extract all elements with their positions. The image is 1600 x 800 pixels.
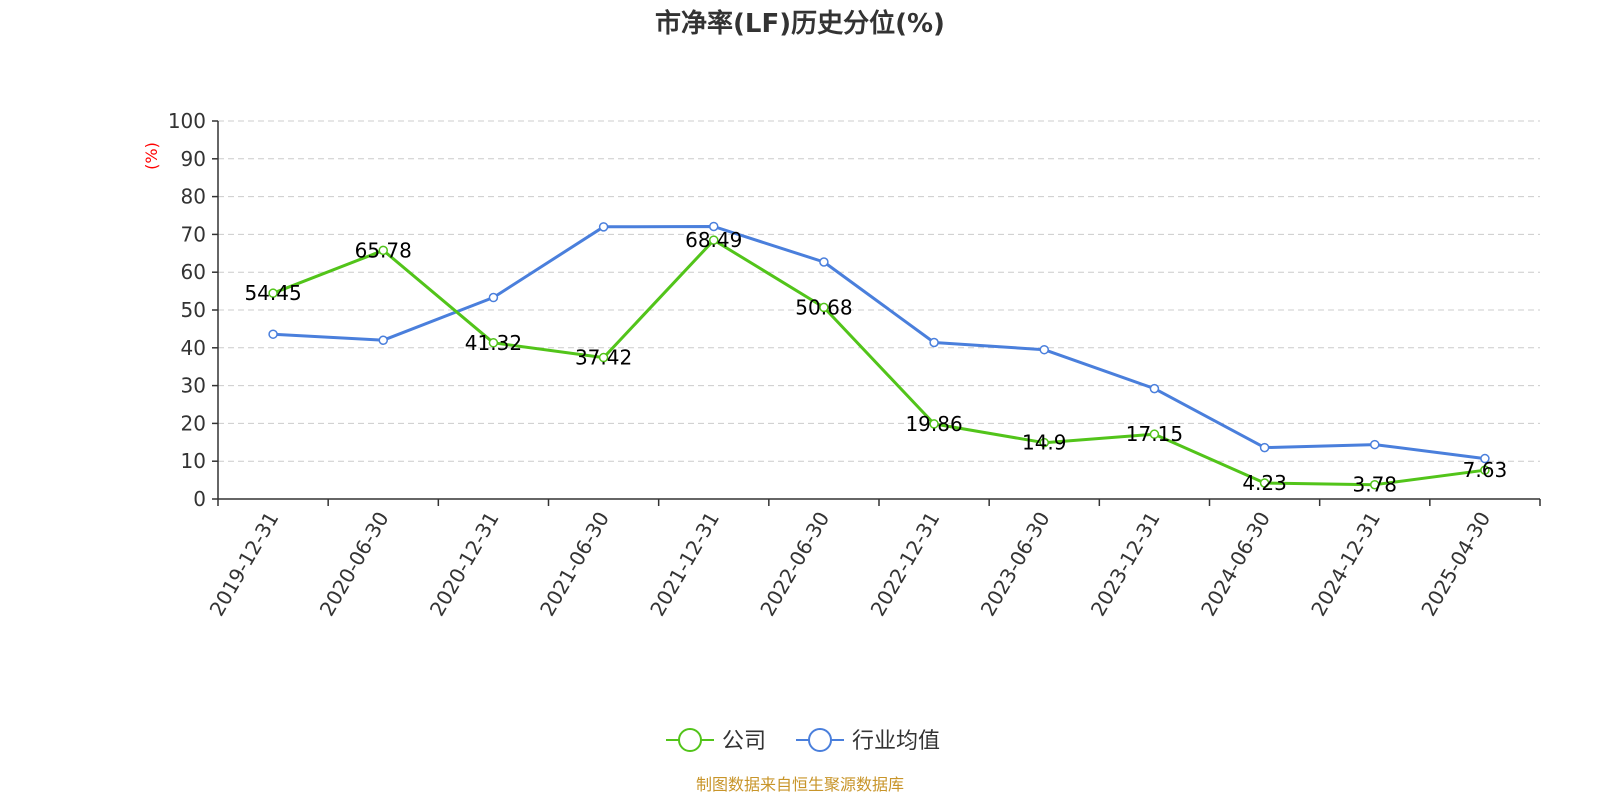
point-s1-0 <box>268 329 278 339</box>
data-labels: 54.45 65.78 41.32 37.42 68.49 50.68 19.86 14.9 1… <box>244 228 1507 497</box>
point-s1-11 <box>1480 453 1490 464</box>
x-tick-label-2022-12-31: 2022-12-31 <box>866 507 945 620</box>
x-tick-label-2019-12-31: 2019-12-31 <box>205 508 284 621</box>
legend-marker-1 <box>808 728 832 752</box>
point-s0-11 <box>1480 465 1490 475</box>
point-s1-4 <box>709 221 719 232</box>
source-note: 制图数据来自恒生聚源数据库 <box>696 775 904 794</box>
point-s0-3 <box>598 352 609 363</box>
point-s0-1 <box>378 245 388 256</box>
point-s1-10 <box>1370 439 1380 450</box>
y-tick-label-0: 0 <box>193 487 206 511</box>
legend-marker-0 <box>678 728 702 752</box>
x-tick-label-2023-06-30: 2023-06-30 <box>976 508 1055 621</box>
x-tick-label-2020-12-31: 2020-12-31 <box>425 507 504 620</box>
x-tick-label-2021-12-31: 2021-12-31 <box>645 508 724 621</box>
x-tick-label-2024-06-30: 2024-06-30 <box>1196 508 1275 621</box>
legend-label-1: 行业均值 <box>852 729 940 754</box>
data-label-4: 68.49 <box>685 228 742 252</box>
point-s1-3 <box>598 222 609 232</box>
y-tick-label-40: 40 <box>181 336 206 360</box>
point-s1-7 <box>1039 344 1049 355</box>
data-label-8: 17.15 <box>1126 422 1183 446</box>
point-s0-2 <box>488 338 499 348</box>
point-s0-5 <box>819 302 829 313</box>
point-s1-6 <box>929 337 939 348</box>
x-tick-label-2025-04-30: 2025-04-30 <box>1416 508 1495 621</box>
point-s0-4 <box>709 235 719 245</box>
y-tick-label-70: 70 <box>181 222 206 246</box>
y-tick-label-90: 90 <box>181 147 206 171</box>
point-s1-2 <box>488 292 499 303</box>
chart-title: 市净率(LF)历史分位(%) <box>655 8 945 39</box>
point-s1-5 <box>819 257 829 267</box>
legend-label-0: 公司 <box>722 729 766 754</box>
y-tick-label-10: 10 <box>181 449 206 473</box>
x-tick-label-2020-06-30: 2020-06-30 <box>315 508 394 621</box>
data-label-9: 4.23 <box>1242 471 1287 495</box>
data-label-5: 50.68 <box>795 295 852 319</box>
point-s0-7 <box>1039 437 1049 448</box>
y-axis-unit: (%) <box>142 142 161 170</box>
y-tick-label-80: 80 <box>181 185 206 209</box>
point-s0-9 <box>1259 478 1270 488</box>
point-s0-8 <box>1149 429 1160 439</box>
data-label-1: 65.78 <box>355 238 412 262</box>
point-s1-9 <box>1259 442 1270 453</box>
x-tick-label-2021-06-30: 2021-06-30 <box>535 508 614 621</box>
x-tick-label-2024-12-31: 2024-12-31 <box>1306 508 1385 621</box>
data-label-11: 7.63 <box>1463 458 1508 482</box>
axes: 0 10 20 30 40 50 60 70 80 90 100 2019-12-31 2020-06-… <box>168 109 1541 621</box>
point-s1-8 <box>1149 383 1160 394</box>
x-tick-label-2022-06-30: 2022-06-30 <box>755 508 834 621</box>
y-tick-label-50: 50 <box>181 298 206 322</box>
data-label-6: 19.86 <box>905 412 962 436</box>
grid-lines <box>218 120 1540 462</box>
point-s0-0 <box>268 288 278 298</box>
point-s0-6 <box>929 419 939 429</box>
y-tick-label-100: 100 <box>168 109 206 133</box>
data-label-2: 41.32 <box>465 331 522 355</box>
y-tick-label-60: 60 <box>181 260 206 284</box>
point-s1-1 <box>378 335 388 345</box>
x-tick-label-2023-12-31: 2023-12-31 <box>1086 508 1165 621</box>
data-label-3: 37.42 <box>575 346 632 370</box>
series-line-1 <box>273 225 1486 461</box>
y-tick-label-20: 20 <box>181 411 206 435</box>
data-label-0: 54.45 <box>244 281 301 305</box>
series-line-0 <box>272 238 1486 487</box>
y-tick-label-30: 30 <box>181 374 206 398</box>
point-s0-10 <box>1370 479 1380 490</box>
data-label-7: 14.9 <box>1022 431 1067 455</box>
data-label-10: 3.78 <box>1352 473 1397 497</box>
series-layer <box>268 221 1490 490</box>
legend: 公司 行业均值 <box>666 728 940 754</box>
